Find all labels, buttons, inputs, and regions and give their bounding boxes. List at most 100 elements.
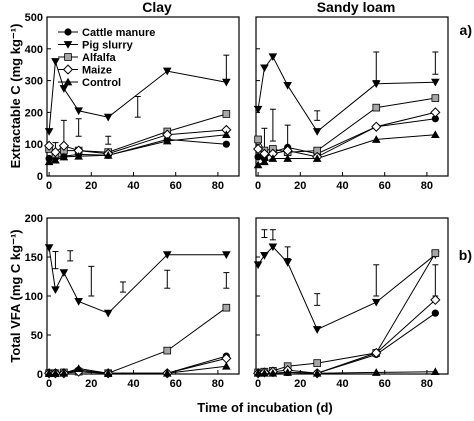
x-tick-label: 80 [212, 180, 224, 192]
point-control [371, 368, 381, 376]
point-alfalfa [222, 303, 231, 312]
point-pig-slurry [283, 259, 292, 267]
point-alfalfa [431, 94, 440, 102]
x-tick-label: 40 [336, 180, 348, 192]
x-tick-label: 40 [127, 378, 139, 390]
x-tick-label: 20 [85, 180, 97, 192]
x-tick-label: 60 [170, 378, 182, 390]
x-tick-label: 0 [255, 378, 261, 390]
y-tick-label: 200 [25, 107, 43, 119]
legend-label-pig-slurry: Pig slurry [82, 40, 134, 52]
point-pig-slurry [312, 326, 322, 334]
point-control [74, 151, 83, 160]
x-tick-label: 0 [46, 180, 52, 192]
x-tick-label: 60 [379, 378, 391, 390]
point-maize [44, 140, 55, 151]
column-title-sandy-loam: Sandy loam [317, 0, 396, 15]
legend-marker-alfalfa [64, 53, 72, 61]
point-maize [430, 294, 441, 306]
point-pig-slurry [103, 309, 113, 318]
panel-b-clay: 0 20 40 60 80 0 50 100 150 200 [25, 213, 240, 390]
x-axis-label: Time of incubation (d) [197, 400, 333, 415]
column-title-clay: Clay [142, 0, 172, 15]
legend-marker-cattle-manure [64, 28, 72, 36]
point-pig-slurry [103, 113, 113, 122]
y-tick-label: 500 [25, 12, 43, 24]
point-control [431, 367, 440, 376]
y-tick-label: 100 [25, 291, 43, 303]
x-tick-label: 20 [294, 180, 306, 192]
point-control [431, 130, 440, 139]
y-axis-label-bottom: Total VFA (mg C kg⁻¹) [8, 229, 23, 362]
point-control [44, 157, 54, 166]
plot-frame [255, 217, 449, 375]
point-pig-slurry [283, 81, 292, 90]
point-maize [371, 121, 382, 132]
point-pig-slurry [59, 85, 69, 93]
legend-label-control: Control [82, 77, 121, 89]
point-control [222, 130, 231, 139]
plot-frame [255, 16, 449, 177]
point-maize [253, 143, 264, 155]
point-pig-slurry [51, 286, 60, 295]
row-tag-b: b) [459, 247, 472, 263]
point-control [283, 368, 292, 376]
y-tick-label: 150 [25, 252, 43, 264]
point-pig-slurry [371, 80, 381, 89]
point-control [222, 361, 231, 370]
y-tick-label: 200 [25, 213, 43, 225]
x-tick-label: 60 [170, 180, 182, 192]
point-pig-slurry [51, 58, 60, 66]
x-tick-label: 0 [255, 180, 261, 192]
point-pig-slurry [44, 244, 54, 252]
point-alfalfa [222, 110, 231, 118]
y-axis-label-top: Extractable C (mg kg⁻¹) [8, 24, 23, 169]
x-tick-label: 80 [421, 378, 433, 390]
point-pig-slurry [260, 64, 269, 73]
x-tick-label: 80 [212, 378, 224, 390]
point-pig-slurry [74, 298, 83, 306]
point-control [283, 154, 292, 162]
point-pig-slurry [260, 252, 269, 260]
point-pig-slurry [312, 128, 322, 136]
point-control [59, 368, 69, 377]
point-pig-slurry [268, 243, 278, 252]
point-control [162, 136, 172, 145]
point-alfalfa [163, 346, 172, 355]
point-control [59, 152, 69, 161]
panel-a-clay: 0 20 40 60 80 0 100 200 300 400 500 [25, 12, 240, 192]
point-alfalfa [372, 103, 381, 112]
legend-label-alfalfa: Alfalfa [82, 52, 117, 64]
point-maize [430, 107, 441, 118]
legend-label-cattle-manure: Cattle manure [82, 27, 155, 39]
row-tag-a: a) [460, 22, 472, 38]
point-control [162, 368, 172, 377]
point-pig-slurry [253, 261, 263, 270]
point-pig-slurry [431, 78, 440, 87]
point-maize [371, 347, 382, 359]
series-line-pig-slurry [48, 247, 227, 314]
point-cattle-manure [254, 153, 262, 161]
point-pig-slurry [371, 298, 381, 307]
point-pig-slurry [268, 53, 278, 62]
point-control [260, 157, 269, 166]
point-control [44, 368, 54, 377]
point-control [253, 368, 263, 377]
point-pig-slurry [44, 128, 54, 136]
point-pig-slurry [74, 107, 83, 116]
x-tick-label: 20 [294, 378, 306, 390]
series-line-maize [258, 299, 436, 374]
point-pig-slurry [59, 269, 69, 277]
plot-frame [46, 16, 240, 177]
point-control [268, 368, 278, 377]
y-tick-label: 300 [25, 76, 43, 88]
point-control [312, 368, 322, 377]
y-tick-label: 0 [37, 369, 43, 381]
point-alfalfa [431, 249, 440, 257]
x-tick-label: 40 [336, 378, 348, 390]
panel-b-sandy-loam: 0 20 40 60 80 [253, 217, 449, 390]
legend-marker-control [63, 77, 73, 86]
